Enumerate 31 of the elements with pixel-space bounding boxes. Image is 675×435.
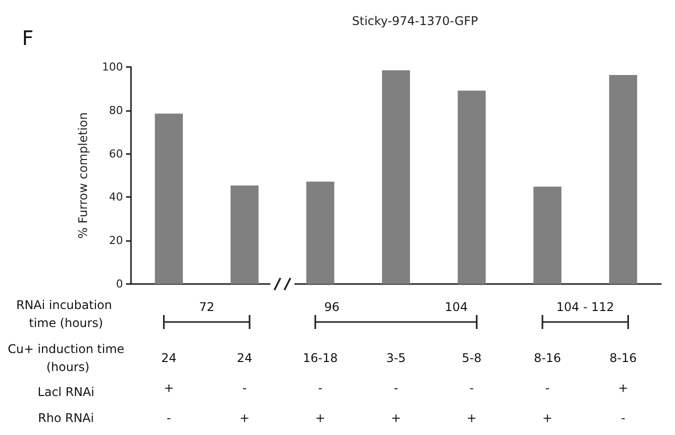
bar: [382, 70, 410, 284]
y-tick-label: 80: [109, 104, 123, 117]
y-axis-title: % Furrow completion: [76, 112, 90, 239]
y-tick-label: 20: [109, 234, 123, 248]
category-label: 8-16 + -: [610, 351, 637, 425]
category-label: 8-16 - +: [534, 351, 562, 425]
text: 104 - 112: [556, 300, 614, 314]
bar: [609, 75, 638, 284]
text: 96: [324, 300, 340, 314]
category-label: 16-18 - +: [302, 351, 338, 425]
bar: [458, 90, 486, 284]
y-tick-label: 0: [116, 278, 123, 290]
text: Lacl RNAi: [38, 385, 94, 399]
category-label: 24 + -: [161, 351, 176, 425]
bar: [154, 114, 183, 284]
text: Cu+ induction time (hours): [8, 342, 124, 374]
bar: [230, 185, 259, 284]
y-tick-label: 60: [109, 147, 123, 160]
bar: [533, 186, 562, 284]
category-label: 3-5 - +: [386, 351, 406, 425]
text: F: [22, 26, 34, 50]
category-label: 5-8 - +: [462, 351, 482, 425]
chart-title: Sticky-974-1370-GFP: [352, 14, 478, 28]
y-tick-label: 100: [102, 60, 123, 74]
text: Rho RNAi: [38, 411, 94, 425]
category-label: 24 - +: [236, 351, 252, 425]
y-tick-label: 40: [109, 190, 123, 204]
bar: [306, 182, 334, 284]
text: 104: [444, 300, 468, 314]
text: 72: [199, 300, 214, 314]
text: RNAi incubation time (hours): [16, 298, 116, 330]
